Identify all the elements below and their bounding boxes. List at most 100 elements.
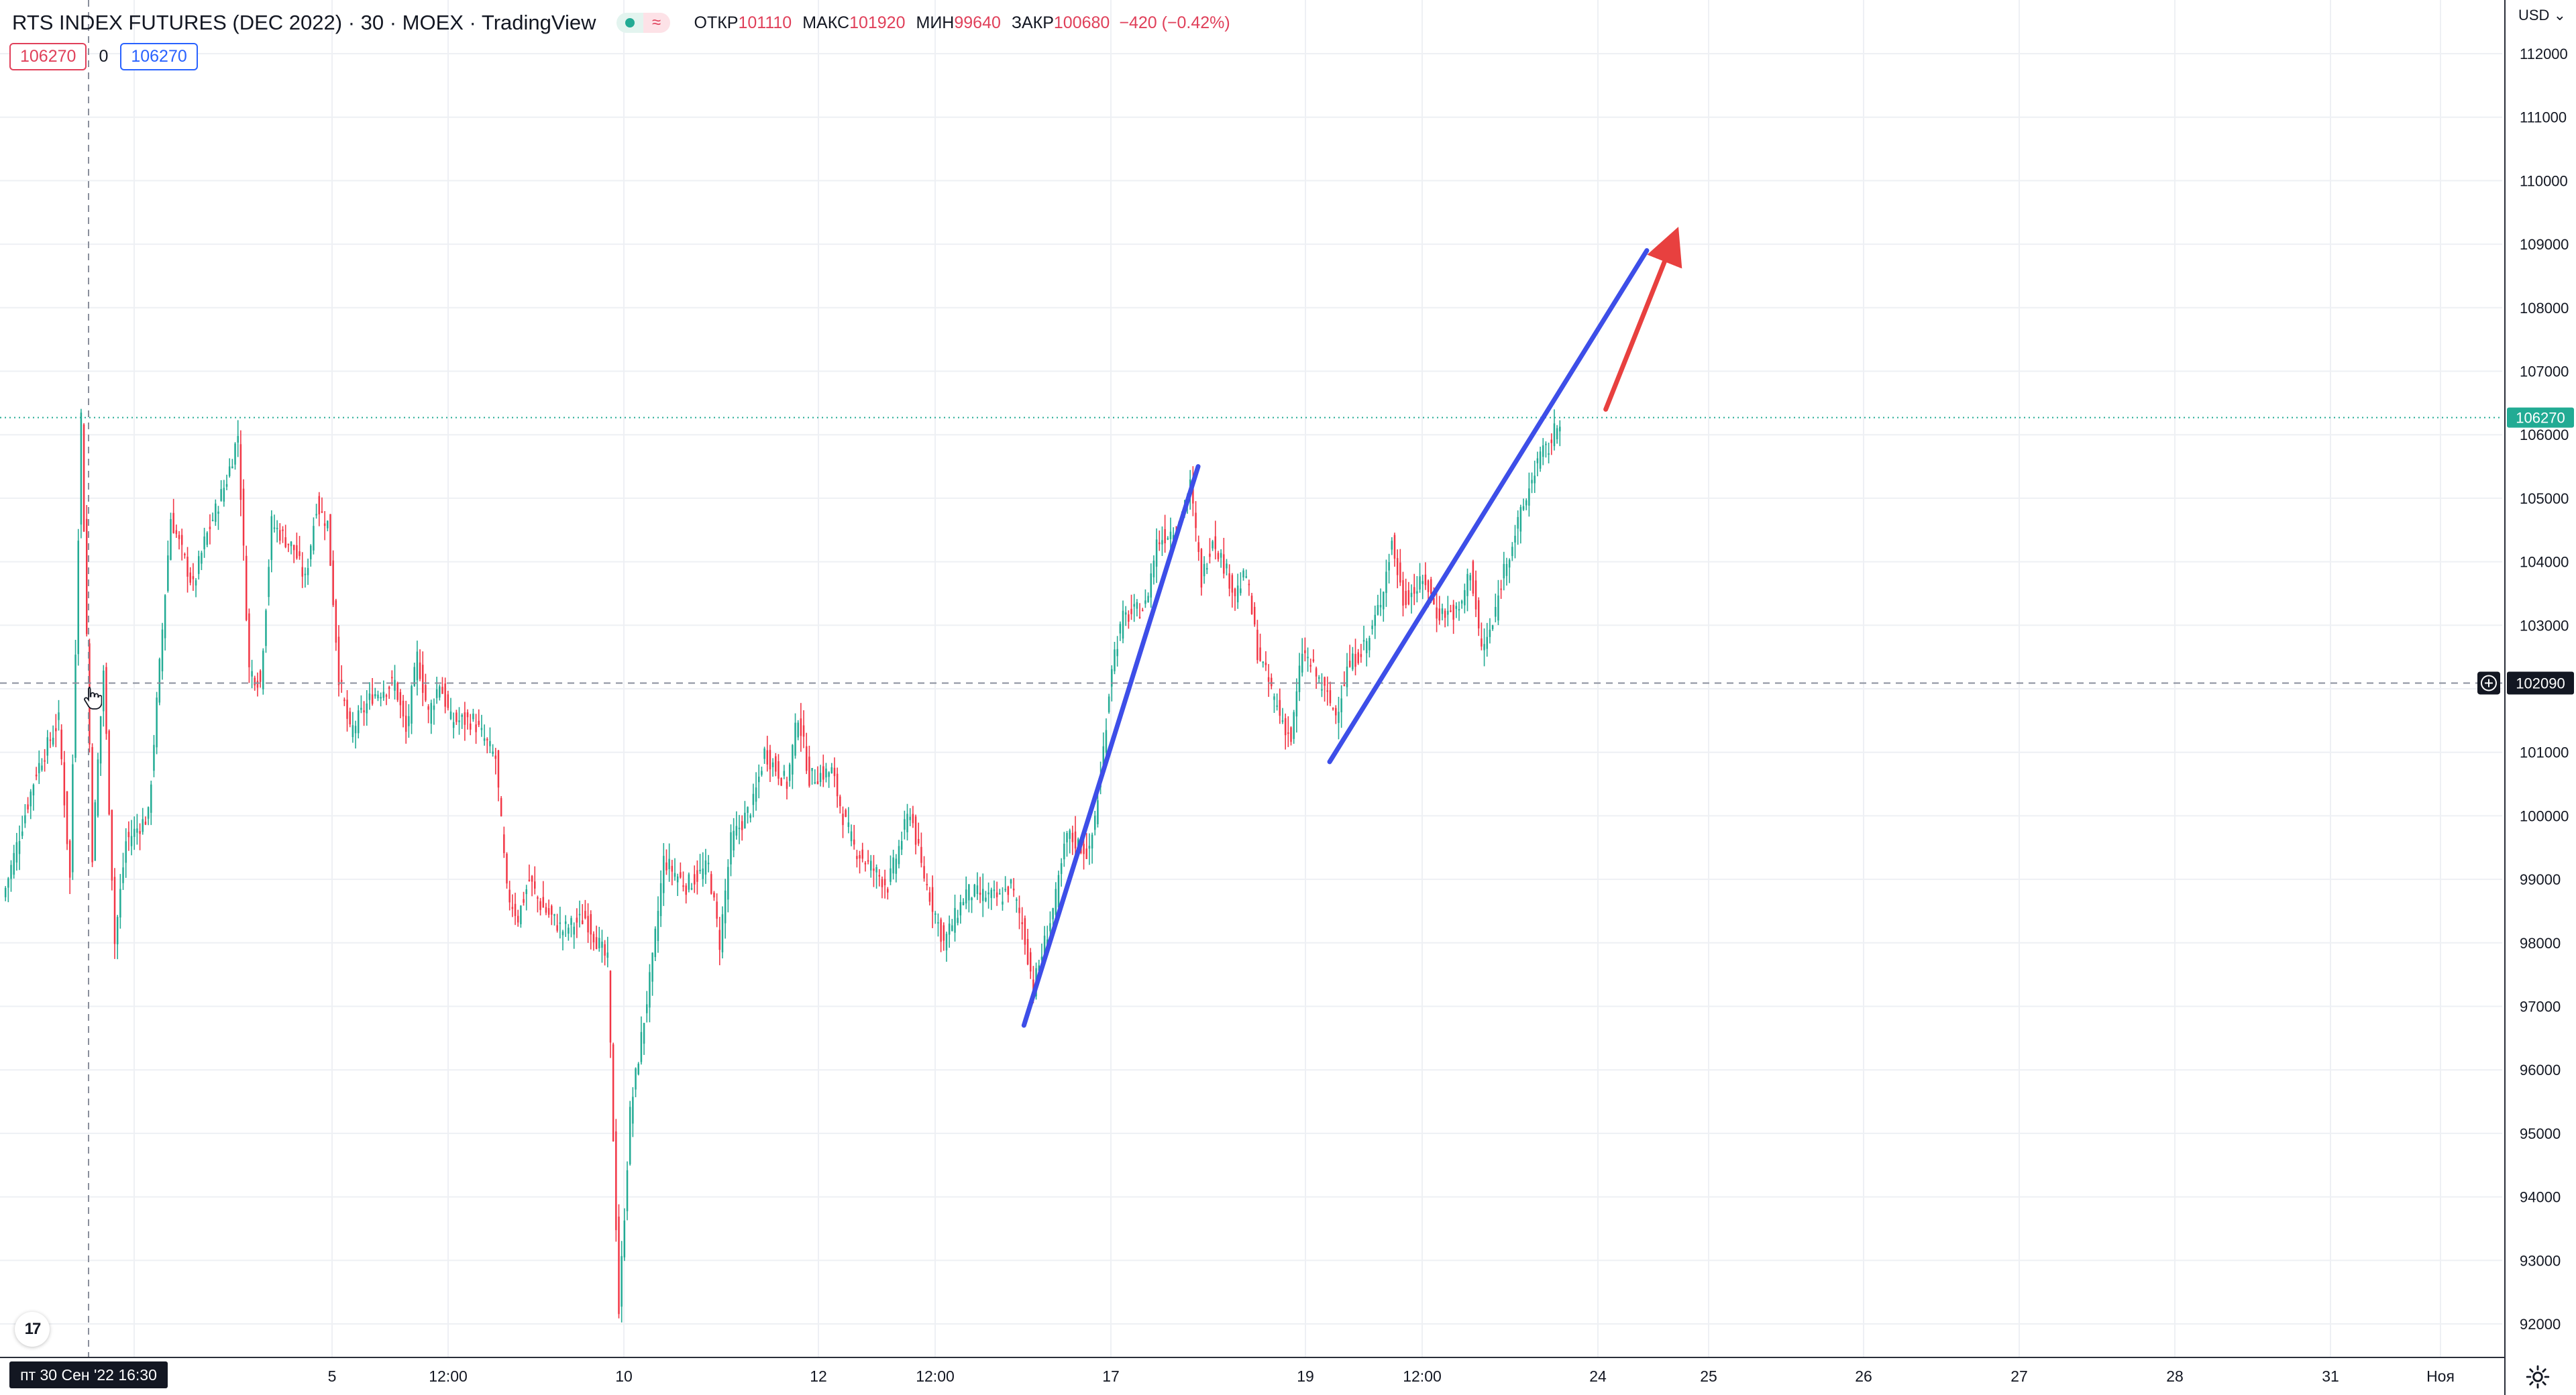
- candle-body: [1534, 476, 1536, 484]
- candle-body: [1458, 609, 1460, 611]
- candle-body: [304, 573, 307, 575]
- candle-body: [1438, 608, 1441, 621]
- candle-body: [1550, 439, 1553, 443]
- candle-body: [396, 683, 398, 700]
- candle-body: [917, 838, 920, 844]
- candle-body: [1388, 562, 1390, 571]
- candle-body: [10, 864, 12, 879]
- candle-body: [800, 718, 802, 736]
- candle-body: [256, 680, 259, 688]
- candle-body: [377, 694, 379, 699]
- price-tick-label: 95000: [2520, 1125, 2561, 1142]
- candle-body: [685, 885, 687, 895]
- candle-body: [164, 595, 166, 638]
- time-tick-label: 10: [615, 1368, 633, 1385]
- candle-body: [545, 907, 547, 913]
- tradingview-logo-icon[interactable]: 17: [15, 1312, 50, 1347]
- candle-body: [1371, 625, 1373, 629]
- candle-body: [1093, 816, 1096, 830]
- candle-body: [97, 759, 99, 816]
- candle-body: [1346, 666, 1348, 687]
- candle-body: [215, 503, 217, 522]
- price-tick-label: 97000: [2520, 999, 2561, 1015]
- candle-body: [4, 887, 7, 897]
- wave-icon[interactable]: ≈: [643, 13, 670, 33]
- candle-body: [394, 679, 396, 691]
- candle-body: [1354, 654, 1356, 667]
- candle-body: [486, 738, 488, 741]
- candle-body: [881, 879, 883, 887]
- candle-body: [24, 815, 26, 824]
- candle-body: [130, 836, 133, 846]
- candle-body: [606, 952, 609, 958]
- candle-body: [914, 816, 917, 845]
- price-tick-label: 93000: [2520, 1252, 2561, 1269]
- candle-body: [1421, 581, 1424, 584]
- candle-body: [744, 812, 746, 829]
- candle-body: [435, 689, 438, 698]
- candle-body: [77, 541, 79, 655]
- market-status-icon[interactable]: [616, 13, 643, 33]
- candle-body: [559, 922, 561, 924]
- price-tick-label: 100000: [2520, 807, 2569, 824]
- crosshair-price-badge: [2507, 671, 2574, 695]
- candle-body: [180, 535, 183, 545]
- candle-body: [357, 710, 360, 734]
- candle-body: [74, 655, 76, 758]
- candle-body: [55, 728, 57, 732]
- trendline-drawing[interactable]: [1327, 248, 1650, 765]
- sell-button[interactable]: 106270: [9, 43, 87, 70]
- gear-icon[interactable]: [2525, 1364, 2551, 1390]
- candle-body: [996, 892, 998, 897]
- candle-body: [99, 716, 102, 764]
- candle-body: [749, 815, 751, 818]
- candle-body: [242, 488, 245, 546]
- candle-body: [1038, 965, 1040, 971]
- candle-body: [1309, 665, 1311, 667]
- time-tick-label: 31: [2322, 1368, 2339, 1385]
- candle-body: [621, 1256, 623, 1307]
- candle-body: [601, 942, 603, 948]
- candle-body: [480, 728, 483, 730]
- indicator-toggle[interactable]: ≈: [616, 13, 670, 33]
- price-tick-label: 112000: [2520, 46, 2568, 62]
- candle-body: [1321, 689, 1323, 691]
- candle-body: [612, 1044, 614, 1141]
- candle-body: [1250, 596, 1253, 614]
- drawings-layer[interactable]: [1021, 227, 1682, 1028]
- candle-body: [741, 821, 743, 830]
- candle-body: [1223, 554, 1225, 574]
- candle-body: [1012, 888, 1015, 891]
- arrow-drawing[interactable]: [1603, 227, 1682, 412]
- currency-selector[interactable]: USD ⌄: [2518, 7, 2566, 24]
- candle-body: [1495, 607, 1497, 617]
- candle-body: [1032, 979, 1034, 993]
- candle-body: [52, 737, 54, 745]
- ohlc-legend: ОТКР 101110 МАКС 101920 МИН 99640 ЗАКР 10068…: [694, 13, 1230, 33]
- candle-body: [1069, 830, 1071, 839]
- candle-body: [1128, 614, 1130, 622]
- price-tick-label: 98000: [2520, 935, 2561, 952]
- candle-body: [1234, 588, 1236, 596]
- buy-button[interactable]: 106270: [120, 43, 198, 70]
- candle-body: [1063, 843, 1065, 860]
- candle-body: [427, 706, 429, 710]
- candle-body: [724, 890, 727, 924]
- candle-body: [508, 889, 511, 903]
- candle-body: [1071, 832, 1074, 842]
- candle-body: [184, 553, 186, 555]
- candle-body: [654, 928, 657, 958]
- candle-body: [568, 928, 570, 934]
- candle-body: [1528, 488, 1530, 506]
- candle-body: [1525, 500, 1527, 506]
- price-tick-label: 92000: [2520, 1316, 2561, 1333]
- candle-body: [1433, 598, 1435, 605]
- trendline-drawing[interactable]: [1021, 464, 1201, 1028]
- symbol-title[interactable]: RTS INDEX FUTURES (DEC 2022) · 30 · MOEX…: [12, 11, 596, 34]
- candle-body: [707, 862, 710, 864]
- candle-body: [1469, 575, 1471, 581]
- candle-body: [1010, 879, 1012, 884]
- candle-body: [408, 716, 410, 726]
